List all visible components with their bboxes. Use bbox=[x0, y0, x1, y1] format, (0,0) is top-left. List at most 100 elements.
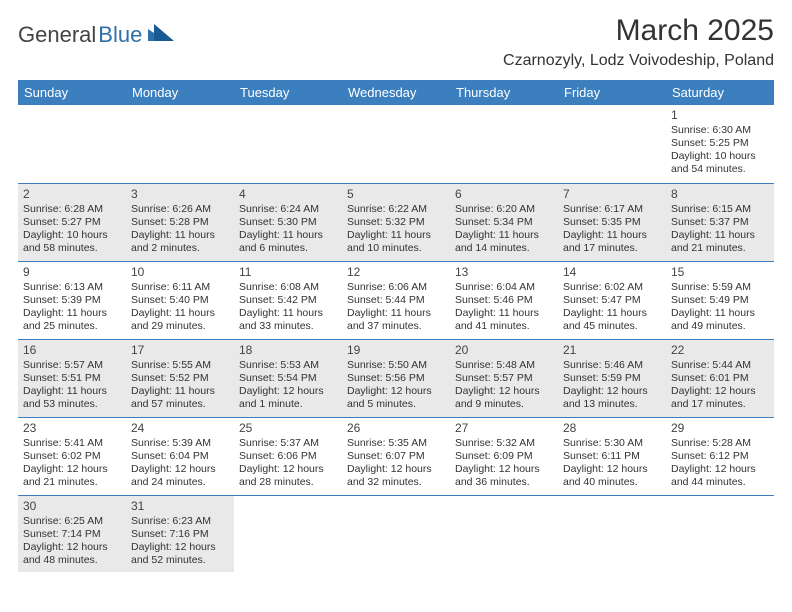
weekday-header: Wednesday bbox=[342, 80, 450, 105]
logo: General Blue bbox=[18, 22, 174, 48]
sunset-text: Sunset: 7:16 PM bbox=[131, 528, 229, 541]
day-number: 21 bbox=[563, 343, 661, 358]
weekday-header: Tuesday bbox=[234, 80, 342, 105]
day-number: 17 bbox=[131, 343, 229, 358]
day-number: 20 bbox=[455, 343, 553, 358]
calendar-day-cell: 16Sunrise: 5:57 AMSunset: 5:51 PMDayligh… bbox=[18, 339, 126, 417]
sunset-text: Sunset: 5:49 PM bbox=[671, 294, 769, 307]
calendar-day-cell bbox=[450, 495, 558, 572]
calendar-day-cell: 19Sunrise: 5:50 AMSunset: 5:56 PMDayligh… bbox=[342, 339, 450, 417]
calendar-day-cell: 13Sunrise: 6:04 AMSunset: 5:46 PMDayligh… bbox=[450, 261, 558, 339]
daylight-text: Daylight: 11 hours and 6 minutes. bbox=[239, 229, 337, 255]
calendar-day-cell: 23Sunrise: 5:41 AMSunset: 6:02 PMDayligh… bbox=[18, 417, 126, 495]
sunset-text: Sunset: 6:04 PM bbox=[131, 450, 229, 463]
calendar-day-cell: 26Sunrise: 5:35 AMSunset: 6:07 PMDayligh… bbox=[342, 417, 450, 495]
day-number: 29 bbox=[671, 421, 769, 436]
sunset-text: Sunset: 5:42 PM bbox=[239, 294, 337, 307]
calendar-day-cell: 28Sunrise: 5:30 AMSunset: 6:11 PMDayligh… bbox=[558, 417, 666, 495]
calendar-day-cell: 2Sunrise: 6:28 AMSunset: 5:27 PMDaylight… bbox=[18, 183, 126, 261]
day-number: 13 bbox=[455, 265, 553, 280]
weekday-header: Friday bbox=[558, 80, 666, 105]
daylight-text: Daylight: 12 hours and 32 minutes. bbox=[347, 463, 445, 489]
weekday-header-row: Sunday Monday Tuesday Wednesday Thursday… bbox=[18, 80, 774, 105]
day-number: 27 bbox=[455, 421, 553, 436]
sunset-text: Sunset: 5:28 PM bbox=[131, 216, 229, 229]
calendar-week-row: 9Sunrise: 6:13 AMSunset: 5:39 PMDaylight… bbox=[18, 261, 774, 339]
sunset-text: Sunset: 5:52 PM bbox=[131, 372, 229, 385]
calendar-day-cell: 1Sunrise: 6:30 AMSunset: 5:25 PMDaylight… bbox=[666, 105, 774, 183]
sunrise-text: Sunrise: 5:59 AM bbox=[671, 281, 769, 294]
sunrise-text: Sunrise: 5:35 AM bbox=[347, 437, 445, 450]
sunrise-text: Sunrise: 6:23 AM bbox=[131, 515, 229, 528]
daylight-text: Daylight: 12 hours and 52 minutes. bbox=[131, 541, 229, 567]
calendar-week-row: 16Sunrise: 5:57 AMSunset: 5:51 PMDayligh… bbox=[18, 339, 774, 417]
day-number: 9 bbox=[23, 265, 121, 280]
sunrise-text: Sunrise: 5:46 AM bbox=[563, 359, 661, 372]
sunrise-text: Sunrise: 6:20 AM bbox=[455, 203, 553, 216]
calendar-day-cell: 6Sunrise: 6:20 AMSunset: 5:34 PMDaylight… bbox=[450, 183, 558, 261]
calendar-week-row: 23Sunrise: 5:41 AMSunset: 6:02 PMDayligh… bbox=[18, 417, 774, 495]
sunset-text: Sunset: 5:57 PM bbox=[455, 372, 553, 385]
day-number: 5 bbox=[347, 187, 445, 202]
sunset-text: Sunset: 7:14 PM bbox=[23, 528, 121, 541]
sunset-text: Sunset: 5:37 PM bbox=[671, 216, 769, 229]
sunset-text: Sunset: 6:11 PM bbox=[563, 450, 661, 463]
sunset-text: Sunset: 5:39 PM bbox=[23, 294, 121, 307]
sunrise-text: Sunrise: 6:08 AM bbox=[239, 281, 337, 294]
calendar-day-cell: 8Sunrise: 6:15 AMSunset: 5:37 PMDaylight… bbox=[666, 183, 774, 261]
sunrise-text: Sunrise: 5:55 AM bbox=[131, 359, 229, 372]
daylight-text: Daylight: 12 hours and 48 minutes. bbox=[23, 541, 121, 567]
logo-mark-icon bbox=[148, 24, 174, 47]
calendar-day-cell: 22Sunrise: 5:44 AMSunset: 6:01 PMDayligh… bbox=[666, 339, 774, 417]
day-number: 28 bbox=[563, 421, 661, 436]
day-number: 3 bbox=[131, 187, 229, 202]
day-number: 30 bbox=[23, 499, 121, 514]
sunrise-text: Sunrise: 6:26 AM bbox=[131, 203, 229, 216]
sunrise-text: Sunrise: 6:25 AM bbox=[23, 515, 121, 528]
sunset-text: Sunset: 5:30 PM bbox=[239, 216, 337, 229]
calendar-day-cell bbox=[234, 105, 342, 183]
calendar-day-cell bbox=[666, 495, 774, 572]
daylight-text: Daylight: 12 hours and 21 minutes. bbox=[23, 463, 121, 489]
sunrise-text: Sunrise: 5:30 AM bbox=[563, 437, 661, 450]
day-number: 26 bbox=[347, 421, 445, 436]
sunrise-text: Sunrise: 5:48 AM bbox=[455, 359, 553, 372]
day-number: 24 bbox=[131, 421, 229, 436]
calendar-day-cell: 17Sunrise: 5:55 AMSunset: 5:52 PMDayligh… bbox=[126, 339, 234, 417]
calendar-day-cell: 5Sunrise: 6:22 AMSunset: 5:32 PMDaylight… bbox=[342, 183, 450, 261]
daylight-text: Daylight: 12 hours and 9 minutes. bbox=[455, 385, 553, 411]
calendar-day-cell bbox=[342, 105, 450, 183]
day-number: 18 bbox=[239, 343, 337, 358]
day-number: 31 bbox=[131, 499, 229, 514]
day-number: 22 bbox=[671, 343, 769, 358]
sunset-text: Sunset: 5:51 PM bbox=[23, 372, 121, 385]
daylight-text: Daylight: 10 hours and 58 minutes. bbox=[23, 229, 121, 255]
daylight-text: Daylight: 11 hours and 49 minutes. bbox=[671, 307, 769, 333]
day-number: 7 bbox=[563, 187, 661, 202]
day-number: 8 bbox=[671, 187, 769, 202]
sunrise-text: Sunrise: 5:37 AM bbox=[239, 437, 337, 450]
day-number: 15 bbox=[671, 265, 769, 280]
daylight-text: Daylight: 12 hours and 40 minutes. bbox=[563, 463, 661, 489]
daylight-text: Daylight: 12 hours and 24 minutes. bbox=[131, 463, 229, 489]
sunrise-text: Sunrise: 5:57 AM bbox=[23, 359, 121, 372]
sunset-text: Sunset: 6:12 PM bbox=[671, 450, 769, 463]
sunrise-text: Sunrise: 6:06 AM bbox=[347, 281, 445, 294]
sunrise-text: Sunrise: 5:32 AM bbox=[455, 437, 553, 450]
daylight-text: Daylight: 11 hours and 33 minutes. bbox=[239, 307, 337, 333]
calendar-week-row: 2Sunrise: 6:28 AMSunset: 5:27 PMDaylight… bbox=[18, 183, 774, 261]
sunrise-text: Sunrise: 6:28 AM bbox=[23, 203, 121, 216]
weekday-header: Thursday bbox=[450, 80, 558, 105]
sunset-text: Sunset: 5:32 PM bbox=[347, 216, 445, 229]
day-number: 16 bbox=[23, 343, 121, 358]
sunrise-text: Sunrise: 6:24 AM bbox=[239, 203, 337, 216]
daylight-text: Daylight: 11 hours and 53 minutes. bbox=[23, 385, 121, 411]
calendar-day-cell: 9Sunrise: 6:13 AMSunset: 5:39 PMDaylight… bbox=[18, 261, 126, 339]
day-number: 6 bbox=[455, 187, 553, 202]
daylight-text: Daylight: 11 hours and 14 minutes. bbox=[455, 229, 553, 255]
sunrise-text: Sunrise: 6:30 AM bbox=[671, 124, 769, 137]
sunrise-text: Sunrise: 6:02 AM bbox=[563, 281, 661, 294]
daylight-text: Daylight: 12 hours and 17 minutes. bbox=[671, 385, 769, 411]
calendar-day-cell bbox=[558, 105, 666, 183]
day-number: 10 bbox=[131, 265, 229, 280]
